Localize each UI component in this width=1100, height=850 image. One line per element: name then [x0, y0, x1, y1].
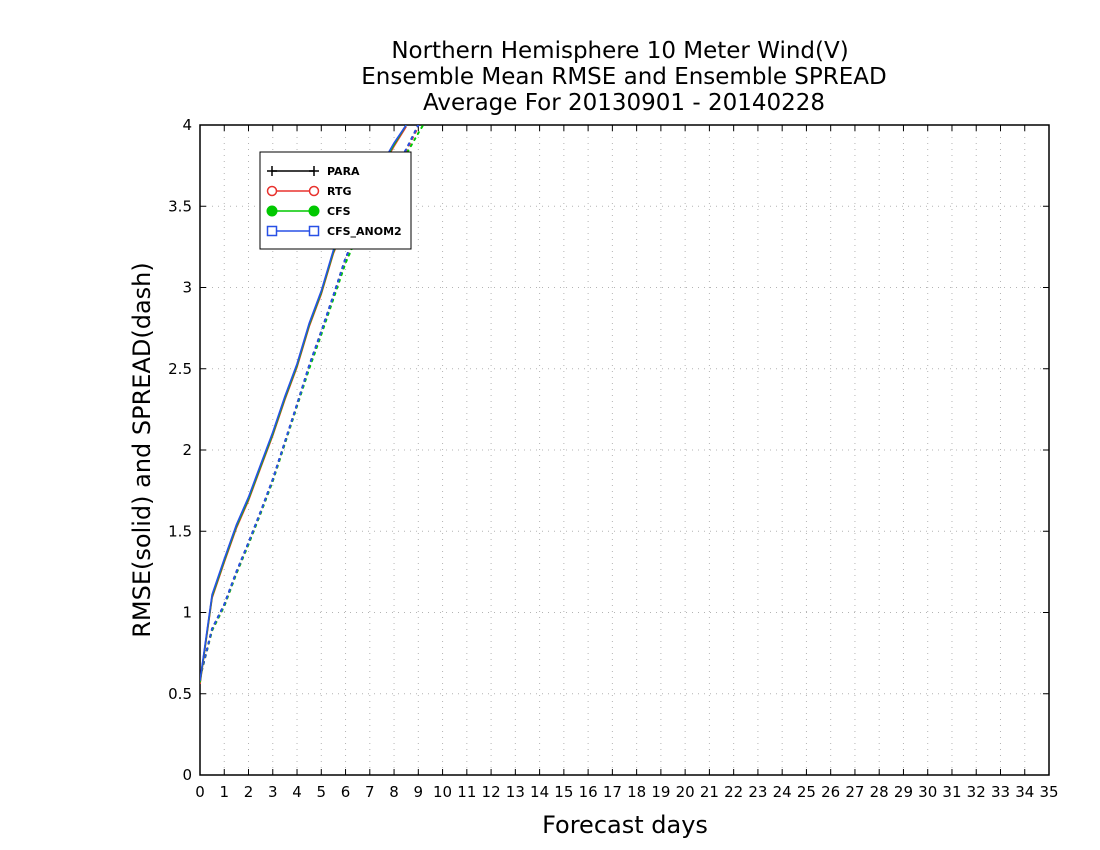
legend-marker [266, 205, 278, 217]
legend-marker [308, 185, 320, 197]
legend-label: CFS_ANOM2 [327, 225, 402, 238]
x-tick-label: 32 [967, 783, 986, 801]
x-tick-label: 10 [433, 783, 452, 801]
chart-title-line-3: Average For 20130901 - 20140228 [423, 90, 825, 116]
x-tick-label: 15 [554, 783, 573, 801]
x-tick-label: 19 [651, 783, 670, 801]
y-tick-label: 2.5 [168, 360, 192, 378]
legend-marker [266, 225, 278, 237]
legend-entry-cfs_anom2: CFS_ANOM2 [266, 225, 402, 238]
x-tick-label: 11 [457, 783, 476, 801]
y-axis-ticks: 0 0.5 1 1.5 2 2.5 3 3.5 4 [168, 116, 1049, 784]
x-tick-label: 23 [748, 783, 767, 801]
x-tick-label: 31 [942, 783, 961, 801]
legend-entry-rtg: RTG [266, 185, 352, 198]
y-tick-label: 0.5 [168, 685, 192, 703]
chart-title-line-1: Northern Hemisphere 10 Meter Wind(V) [391, 38, 848, 64]
x-tick-label: 27 [845, 783, 864, 801]
legend-box [259, 151, 412, 250]
x-tick-label: 14 [530, 783, 549, 801]
x-tick-label: 30 [918, 783, 937, 801]
x-tick-label: 35 [1039, 783, 1058, 801]
y-tick-label: 0 [182, 766, 192, 784]
legend-label: CFS [327, 205, 351, 218]
x-tick-label: 18 [627, 783, 646, 801]
x-tick-label: 22 [724, 783, 743, 801]
y-tick-label: 4 [182, 116, 192, 134]
x-tick-label: 20 [676, 783, 695, 801]
x-tick-label: 6 [341, 783, 351, 801]
legend-marker [266, 185, 278, 197]
y-tick-label: 3.5 [168, 197, 192, 215]
x-tick-label: 2 [244, 783, 254, 801]
legend: PARA RTG CFS CFS_ANOM2 [259, 151, 412, 250]
x-axis-ticks: 0 1 2 3 4 5 6 7 8 9 10 11 12 13 14 15 16 17 18 19 20 21 22 23 24… [195, 125, 1059, 801]
x-tick-label: 25 [797, 783, 816, 801]
legend-marker [308, 225, 320, 237]
x-tick-label: 28 [870, 783, 889, 801]
y-axis-label: RMSE(solid) and SPREAD(dash) [128, 262, 156, 638]
x-tick-label: 1 [219, 783, 229, 801]
grid-lines [200, 125, 1049, 775]
y-tick-label: 3 [182, 279, 192, 297]
legend-entry-cfs: CFS [266, 205, 351, 218]
x-tick-label: 13 [506, 783, 525, 801]
legend-label: RTG [327, 185, 352, 198]
x-tick-label: 24 [773, 783, 792, 801]
x-tick-label: 29 [894, 783, 913, 801]
legend-marker [308, 205, 320, 217]
x-tick-label: 26 [821, 783, 840, 801]
x-tick-label: 0 [195, 783, 205, 801]
legend-entry-para: PARA [267, 165, 360, 178]
x-tick-label: 17 [603, 783, 622, 801]
legend-label: PARA [327, 165, 360, 178]
x-tick-label: 9 [414, 783, 424, 801]
x-tick-label: 3 [268, 783, 278, 801]
x-tick-label: 16 [579, 783, 598, 801]
x-tick-label: 12 [482, 783, 501, 801]
x-tick-label: 33 [991, 783, 1010, 801]
y-tick-label: 1.5 [168, 522, 192, 540]
y-tick-label: 2 [182, 441, 192, 459]
x-tick-label: 5 [317, 783, 327, 801]
x-tick-label: 4 [292, 783, 302, 801]
x-tick-label: 21 [700, 783, 719, 801]
x-tick-label: 8 [389, 783, 399, 801]
x-axis-label: Forecast days [542, 811, 708, 839]
x-tick-label: 34 [1015, 783, 1034, 801]
x-tick-label: 7 [365, 783, 375, 801]
y-tick-label: 1 [182, 604, 192, 622]
chart-title-line-2: Ensemble Mean RMSE and Ensemble SPREAD [361, 64, 886, 90]
